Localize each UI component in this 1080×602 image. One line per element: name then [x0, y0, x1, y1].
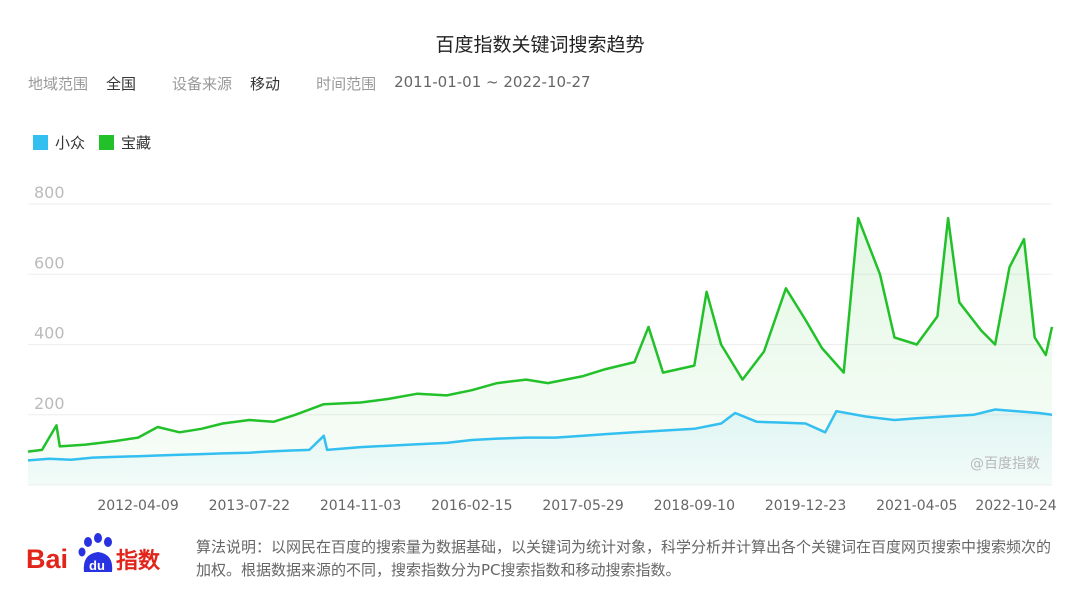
watermark: @百度指数	[970, 456, 1040, 472]
time-value[interactable]: 2011-01-01 ~ 2022-10-27	[394, 73, 591, 91]
svg-text:du: du	[89, 558, 105, 573]
x-tick-label: 2019-12-23	[765, 498, 846, 514]
x-tick-label: 2021-04-05	[876, 498, 957, 514]
x-tick-label: 2018-09-10	[654, 498, 735, 514]
x-tick-label: 2016-02-15	[431, 498, 512, 514]
series-line-0[interactable]	[27, 408, 1053, 462]
legend-swatch	[33, 135, 48, 150]
y-tick-label: 800	[34, 183, 65, 202]
svg-text:Bai: Bai	[26, 544, 68, 574]
legend-label: 宝藏	[121, 134, 152, 152]
legend-item-series-1[interactable]: 宝藏	[99, 132, 151, 153]
legend-swatch	[99, 135, 115, 150]
y-tick-label: 600	[34, 253, 65, 272]
x-tick-label: 2014-11-03	[320, 498, 401, 514]
x-tick-label: 2022-10-24	[975, 498, 1056, 514]
x-axis: 2012-04-09 2013-07-22 2014-11-03 2016-02-15…	[97, 498, 1056, 514]
series-lines	[27, 216, 1054, 462]
y-tick-label: 200	[34, 394, 65, 413]
device-value[interactable]: 移动	[250, 75, 281, 93]
time-label: 时间范围	[316, 75, 377, 93]
legend-item-series-0[interactable]: 小众	[33, 132, 85, 153]
chart-legend: 小众 宝藏	[33, 132, 165, 153]
x-tick-label: 2012-04-09	[97, 498, 178, 514]
algorithm-note: 算法说明：以网民在百度的搜索量为数据基础，以关键词为统计对象，科学分析并计算出各…	[196, 538, 1052, 579]
y-tick-label: 400	[34, 324, 65, 343]
trend-chart: 200 400 600 800 2012-04-09 2013-07-22 2014-11…	[27, 183, 1057, 514]
legend-label: 小众	[55, 134, 86, 152]
series-areas	[28, 218, 1052, 485]
chart-title: 百度指数关键词搜索趋势	[435, 34, 645, 56]
region-label: 地域范围	[28, 75, 89, 93]
device-label: 设备来源	[172, 75, 233, 93]
series-area-1	[28, 218, 1052, 485]
series-area-0	[28, 409, 1052, 485]
paw-icon: du	[78, 533, 113, 573]
x-tick-label: 2013-07-22	[209, 498, 290, 514]
region-value[interactable]: 全国	[106, 75, 137, 93]
footer: Bai du 指数 算法说明：以网民在百度的搜索量为数据基础，以关键词为统计对象…	[0, 520, 1080, 602]
svg-text:指数: 指数	[116, 548, 161, 574]
baidu-index-logo: Bai du 指数	[26, 533, 161, 574]
series-line-1[interactable]	[27, 216, 1054, 453]
x-tick-label: 2017-05-29	[542, 498, 623, 514]
y-axis: 200 400 600 800	[34, 183, 65, 413]
filter-bar: 地域范围 全国 设备来源 移动 时间范围 2011-01-01 ~ 2022-1…	[28, 73, 627, 94]
